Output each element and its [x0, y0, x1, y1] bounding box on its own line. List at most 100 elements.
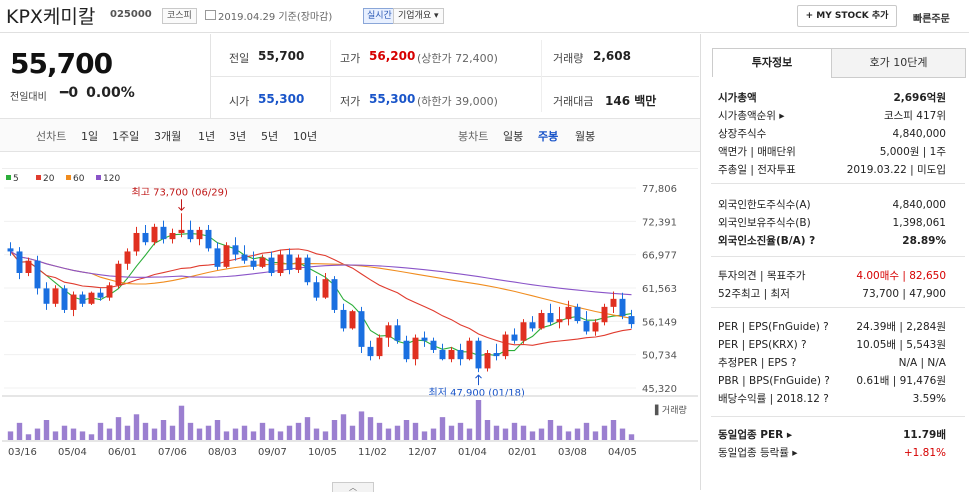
x-tick-label: 01/04 — [458, 447, 487, 458]
tab-weekly[interactable]: 주봉 — [538, 130, 559, 143]
upper-limit: (상한가 72,400) — [417, 52, 498, 65]
volume-bar — [241, 425, 248, 440]
info-row: 액면가 | 매매단위 5,000원 | 1주 — [718, 144, 946, 160]
volume-bar — [43, 420, 50, 440]
candle-body — [619, 298, 626, 317]
candle-body — [196, 229, 203, 240]
info-row: PER | EPS(KRX) ? 10.05배 | 5,543원 — [718, 337, 946, 353]
info-row-value: N/A | N/A — [898, 357, 946, 369]
info-row-value: 11.79배 — [903, 429, 946, 441]
y-tick-label: 56,149 — [642, 317, 677, 328]
volume-bar — [601, 425, 608, 440]
candle-body — [133, 232, 140, 252]
legend-label: 120 — [103, 174, 120, 184]
info-row: PER | EPS(FnGuide) ? 24.39배 | 2,284원 — [718, 319, 946, 335]
volume-bar — [412, 422, 419, 440]
candle-body — [52, 288, 59, 304]
volume-bar — [493, 425, 500, 440]
candle-body — [223, 245, 230, 267]
info-row-value: 24.39배 | 2,284원 — [856, 321, 946, 333]
candle-body — [16, 251, 23, 273]
company-name[interactable]: KPX케미칼 — [6, 6, 96, 28]
volume-bar — [430, 428, 437, 440]
info-row-label: 동일업종 등락률 ▸ — [718, 447, 798, 459]
info-row-label: PER | EPS(KRX) ? — [718, 339, 807, 351]
current-price: 55,700 — [10, 47, 113, 80]
info-row-value: 1,398,061 — [892, 217, 946, 229]
candle-body — [439, 349, 446, 360]
candle-body — [259, 257, 266, 267]
x-tick-label: 12/07 — [408, 447, 437, 458]
chart-tab-bar — [0, 118, 700, 152]
volume-bar — [7, 431, 14, 440]
candle-body — [142, 232, 149, 243]
info-row-label: 액면가 | 매매단위 — [718, 146, 796, 158]
quick-order-link[interactable]: 빠른주문 — [913, 14, 950, 25]
volume-bar — [448, 425, 455, 440]
legend-label: 5 — [13, 174, 19, 184]
candle-body — [304, 257, 311, 283]
candle-body — [430, 340, 437, 350]
volume-bar — [421, 431, 428, 440]
tab-daily[interactable]: 일봉 — [503, 130, 524, 143]
high-value: 56,200 — [369, 49, 416, 63]
candle-body — [241, 254, 248, 261]
company-info-dropdown[interactable]: 기업개요 ▾ — [393, 8, 444, 24]
volume-bar — [322, 431, 329, 440]
info-row-value: +1.81% — [903, 447, 946, 459]
candle-body — [547, 313, 554, 323]
tab-1year[interactable]: 1년 — [198, 130, 216, 143]
tab-3month[interactable]: 3개월 — [154, 130, 182, 143]
tab-1day[interactable]: 1일 — [81, 130, 99, 143]
candle-body — [376, 337, 383, 357]
change-percent: 0.00% — [86, 85, 135, 101]
volume-bar — [106, 428, 113, 440]
info-row-label: 외국인한도주식수(A) — [718, 199, 811, 211]
tab-10year[interactable]: 10년 — [293, 130, 318, 143]
company-code: 025000 — [110, 9, 152, 20]
realtime-button[interactable]: 실시간 — [363, 8, 396, 24]
candle-body — [232, 245, 239, 255]
x-tick-label: 06/01 — [108, 447, 137, 458]
candle-body — [367, 346, 374, 357]
info-row: 배당수익률 | 2018.12 ? 3.59% — [718, 391, 946, 407]
info-row-value: 2,696억원 — [893, 92, 946, 104]
candle-body — [88, 292, 95, 304]
volume-bar — [142, 422, 149, 440]
info-row-label: 추정PER | EPS ? — [718, 357, 797, 369]
price-box — [0, 34, 211, 118]
info-section-divider — [711, 307, 965, 308]
tab-investment-info[interactable]: 투자정보 — [712, 48, 832, 77]
volume-bar — [538, 428, 545, 440]
info-row: 시가총액순위 ▸ 코스피 417위 — [718, 108, 946, 124]
volume-bar — [277, 431, 284, 440]
candle-body — [412, 337, 419, 360]
tab-1week[interactable]: 1주일 — [112, 130, 140, 143]
volume-bar — [52, 431, 59, 440]
volume-bar — [331, 420, 338, 440]
volume-label: ▌거래량 — [654, 404, 687, 416]
price-chart[interactable]: 5 20 60 120 77,806 72,391 66,977 61,563 56,149 50… — [0, 168, 700, 468]
volume-bar — [250, 431, 257, 440]
tab-3year[interactable]: 3년 — [229, 130, 247, 143]
tab-monthly[interactable]: 월봉 — [575, 130, 596, 143]
info-row-value: 10.05배 | 5,543원 — [856, 339, 946, 351]
chart-collapse-toggle[interactable]: ︿ — [332, 482, 374, 492]
volume-bar — [286, 425, 293, 440]
volume-bar — [340, 414, 347, 440]
low-label: 저가 — [340, 95, 361, 108]
tab-5year[interactable]: 5년 — [261, 130, 279, 143]
candle-chart-label: 봉차트 — [458, 130, 489, 143]
info-row: 외국인한도주식수(A) 4,840,000 — [718, 197, 946, 213]
info-row-value: 4.00매수 | 82,650 — [856, 270, 946, 282]
volume-bar — [484, 420, 491, 440]
info-row-value: 2019.03.22 | 미도입 — [846, 164, 946, 176]
market-badge: 코스피 — [162, 8, 197, 24]
volume-bar — [88, 434, 95, 440]
tab-orderbook-10[interactable]: 호가 10단계 — [831, 48, 966, 78]
summary-col-divider — [541, 40, 542, 112]
candle-body — [34, 260, 41, 289]
info-row: 동일업종 등락률 ▸ +1.81% — [718, 445, 946, 461]
my-stock-add-button[interactable]: + MY STOCK 추가 — [797, 5, 897, 27]
info-row-label: PER | EPS(FnGuide) ? — [718, 321, 829, 333]
